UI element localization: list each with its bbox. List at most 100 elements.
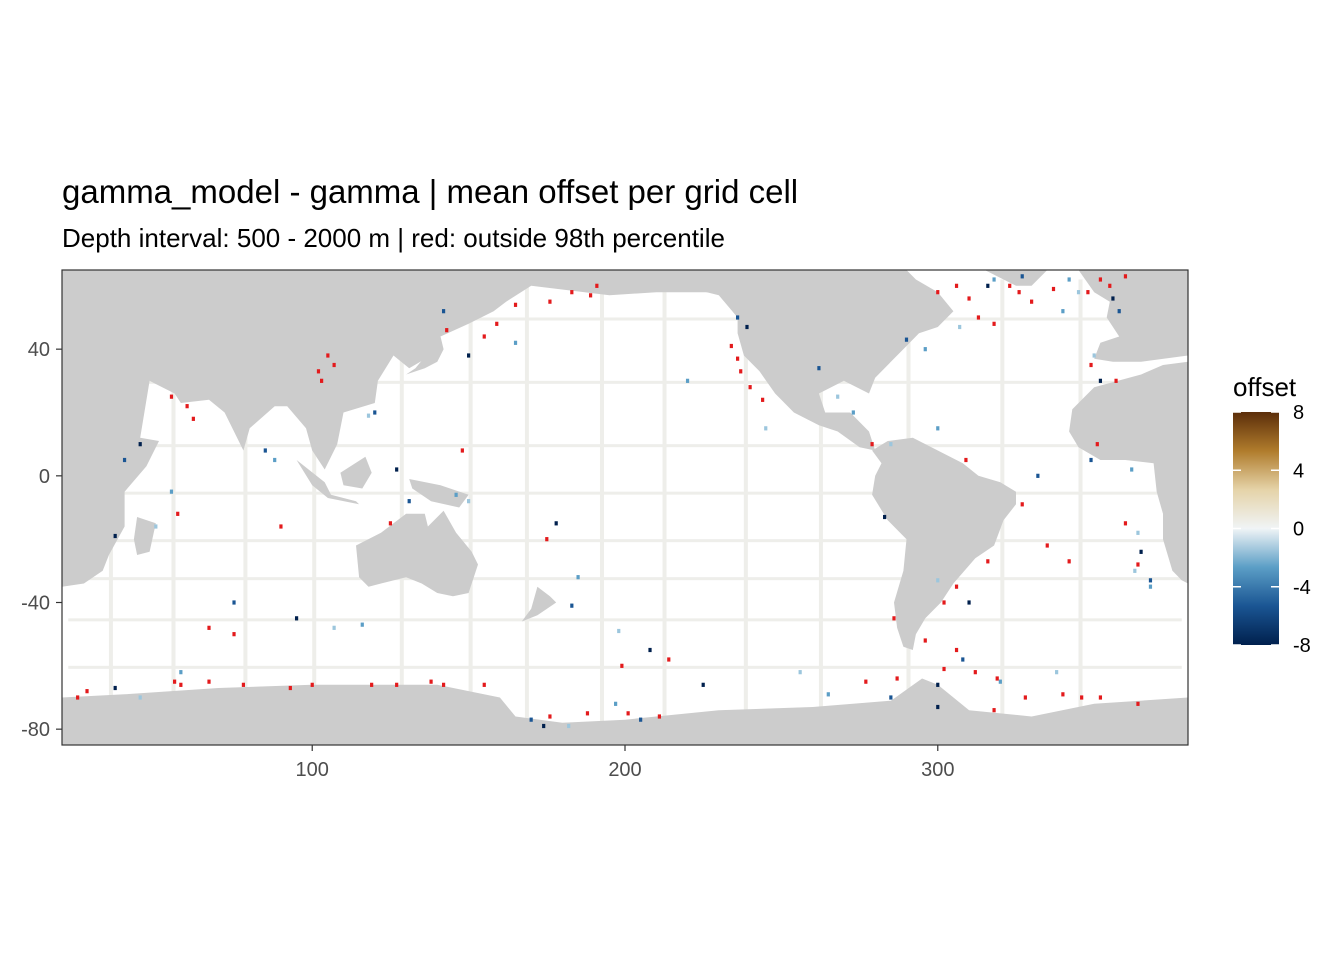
negative-offset-cell xyxy=(798,670,802,675)
survey-track-meridional-13 xyxy=(1078,279,1083,723)
negative-offset-cell xyxy=(701,682,705,687)
land-japan xyxy=(406,336,444,375)
negative-offset-cell xyxy=(1061,309,1065,314)
negative-offset-cell xyxy=(883,514,887,520)
y-tick-label: -80 xyxy=(21,719,50,741)
y-tick-label: 40 xyxy=(28,339,50,361)
negative-offset-cell xyxy=(904,337,909,342)
legend-title: offset xyxy=(1233,372,1297,402)
outlier-cell xyxy=(892,616,896,621)
negative-offset-cell xyxy=(169,489,174,494)
outlier-cell xyxy=(179,682,183,687)
survey-track-meridional-9 xyxy=(743,279,748,723)
outlier-cell xyxy=(1095,442,1099,447)
outlier-cell xyxy=(548,714,552,719)
negative-offset-cell xyxy=(1133,568,1137,573)
negative-offset-cell xyxy=(1148,578,1153,583)
negative-offset-cell xyxy=(1067,277,1071,282)
outlier-cell xyxy=(232,632,236,637)
negative-offset-cell xyxy=(395,467,399,472)
land-greenland xyxy=(984,270,1048,286)
land-north-america xyxy=(656,270,954,451)
negative-offset-cell xyxy=(745,324,749,330)
survey-track-zonal-7 xyxy=(68,665,1182,669)
y-axis: 40 0 -40 -80 xyxy=(21,339,62,741)
outlier-cell xyxy=(964,457,968,463)
negative-offset-cell xyxy=(332,625,336,630)
survey-track-zonal-5 xyxy=(68,577,1182,581)
outlier-cell xyxy=(936,290,940,295)
negative-offset-cell xyxy=(373,410,377,415)
negative-offset-cell xyxy=(817,366,821,371)
legend-tick-label: 4 xyxy=(1293,460,1304,482)
negative-offset-cell xyxy=(986,283,990,288)
outlier-cell xyxy=(1067,559,1071,564)
negative-offset-cell xyxy=(1036,473,1040,478)
outlier-cell xyxy=(191,416,195,421)
negative-offset-cell xyxy=(529,717,533,722)
chart-title: gamma_model - gamma | mean offset per gr… xyxy=(62,173,798,210)
negative-offset-cell xyxy=(614,701,618,706)
survey-track-meridional-1 xyxy=(171,279,176,723)
outlier-cell xyxy=(954,647,959,653)
survey-track-meridional-2 xyxy=(243,279,248,723)
land-masses xyxy=(62,270,1188,745)
outlier-cell xyxy=(761,397,765,402)
survey-track-meridional-8 xyxy=(662,279,667,723)
grid-cells xyxy=(76,274,1153,729)
outlier-cell xyxy=(895,676,899,681)
legend-tick-label: 8 xyxy=(1293,402,1304,424)
negative-offset-cell xyxy=(122,457,127,463)
outlier-cell xyxy=(441,682,446,687)
outlier-cell xyxy=(1017,290,1021,295)
negative-offset-cell xyxy=(138,695,142,700)
outlier-cell xyxy=(370,682,374,687)
negative-offset-cell xyxy=(889,695,893,700)
outlier-cell xyxy=(310,682,314,687)
negative-offset-cell xyxy=(113,533,117,539)
plot-panel xyxy=(61,269,1189,746)
survey-track-meridional-4 xyxy=(399,279,404,723)
land-australia xyxy=(356,510,478,597)
land-africa-west xyxy=(1069,361,1188,584)
negative-offset-cell xyxy=(967,600,971,605)
outlier-cell xyxy=(1008,283,1012,288)
outlier-cell xyxy=(1136,701,1140,706)
outlier-cell xyxy=(1114,378,1118,383)
legend-tick-label: 0 xyxy=(1293,519,1304,541)
survey-track-meridional-10 xyxy=(818,279,823,723)
outlier-cell xyxy=(388,521,393,526)
outlier-cell xyxy=(288,685,292,691)
land-europe-north xyxy=(1078,270,1188,362)
outlier-cell xyxy=(976,315,981,320)
negative-offset-cell xyxy=(998,679,1002,684)
outlier-cell xyxy=(667,657,671,662)
negative-offset-cell xyxy=(764,426,768,431)
negative-offset-cell xyxy=(639,717,643,722)
negative-offset-cell xyxy=(1089,457,1093,463)
outlier-cell xyxy=(992,708,996,713)
land-eurasia-africa xyxy=(62,270,813,587)
survey-track-zonal-4 xyxy=(68,539,1182,543)
land-madagascar xyxy=(133,517,156,555)
outlier-cell xyxy=(870,442,874,447)
outlier-cell xyxy=(207,679,211,684)
outlier-cell xyxy=(1023,695,1027,700)
outlier-cell xyxy=(548,299,552,304)
negative-offset-cell xyxy=(923,347,927,352)
negative-offset-cell xyxy=(542,723,546,729)
outlier-cell xyxy=(864,679,868,684)
negative-offset-cell xyxy=(826,692,830,697)
negative-offset-cell xyxy=(441,309,446,314)
outlier-cell xyxy=(207,625,211,630)
outlier-cell xyxy=(1086,290,1090,295)
outlier-cell xyxy=(169,394,174,399)
outlier-cell xyxy=(1045,543,1049,548)
outlier-cell xyxy=(279,524,283,529)
negative-offset-cell xyxy=(263,448,267,453)
outlier-cell xyxy=(973,670,977,675)
outlier-cell xyxy=(626,711,630,716)
outlier-cell xyxy=(176,511,180,516)
outlier-cell xyxy=(1108,283,1112,288)
negative-offset-cell xyxy=(570,603,574,608)
